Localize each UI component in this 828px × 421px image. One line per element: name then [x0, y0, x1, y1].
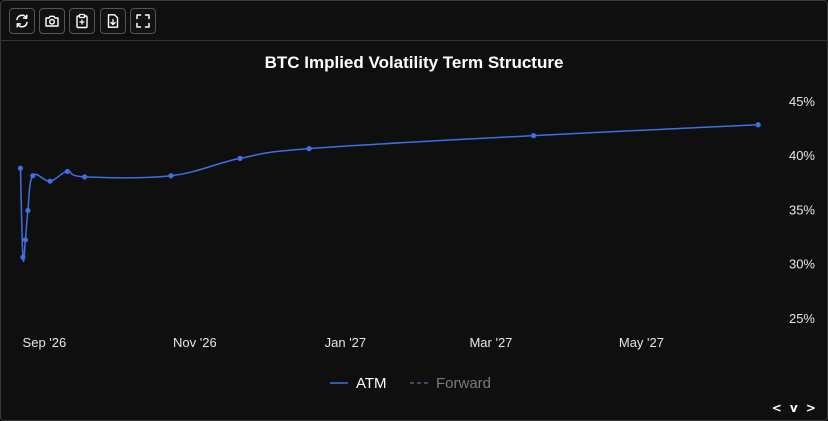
series-line-atm: [19, 123, 759, 262]
data-point: [22, 237, 29, 243]
y-axis: 25% 30% 35% 40% 45%: [789, 94, 815, 326]
x-tick-label: Mar '27: [469, 335, 512, 350]
data-point: [237, 155, 243, 161]
copy-button[interactable]: [69, 8, 95, 34]
data-point: [30, 173, 36, 179]
data-point: [168, 173, 174, 179]
y-tick-label: 40%: [789, 148, 815, 163]
data-point: [47, 178, 53, 184]
x-tick-label: Sep '26: [23, 335, 67, 350]
file-download-icon: [107, 14, 119, 28]
x-axis: Sep '26 Nov '26 Jan '27 Mar '27 May '27: [23, 335, 664, 350]
legend: ATM Forward: [330, 375, 491, 392]
data-point: [82, 174, 88, 180]
camera-icon: [45, 15, 59, 27]
data-point: [755, 122, 761, 128]
data-point: [20, 254, 26, 260]
y-tick-label: 35%: [789, 202, 815, 217]
download-button[interactable]: [100, 8, 126, 34]
chart-title: BTC Implied Volatility Term Structure: [265, 53, 564, 72]
y-tick-label: 25%: [789, 311, 815, 326]
data-point: [306, 146, 312, 152]
fullscreen-icon: [136, 14, 150, 28]
y-tick-label: 30%: [789, 257, 815, 272]
data-point: [25, 207, 31, 214]
refresh-icon: [16, 14, 28, 28]
data-point: [64, 168, 70, 175]
x-tick-label: Jan '27: [325, 335, 367, 350]
chart-toolbar: [0, 0, 828, 41]
nav-arrows[interactable]: < v >: [771, 401, 818, 415]
x-tick-label: May '27: [619, 335, 664, 350]
plot-area: [17, 122, 761, 262]
clipboard-icon: [76, 13, 88, 29]
screenshot-button[interactable]: [39, 8, 65, 34]
legend-label: ATM: [356, 375, 387, 392]
fullscreen-button[interactable]: [130, 8, 156, 34]
refresh-button[interactable]: [9, 8, 35, 34]
data-point: [17, 165, 24, 171]
x-tick-label: Nov '26: [173, 335, 217, 350]
legend-label: Forward: [436, 375, 491, 392]
y-tick-label: 45%: [789, 94, 815, 109]
data-point: [531, 133, 537, 139]
